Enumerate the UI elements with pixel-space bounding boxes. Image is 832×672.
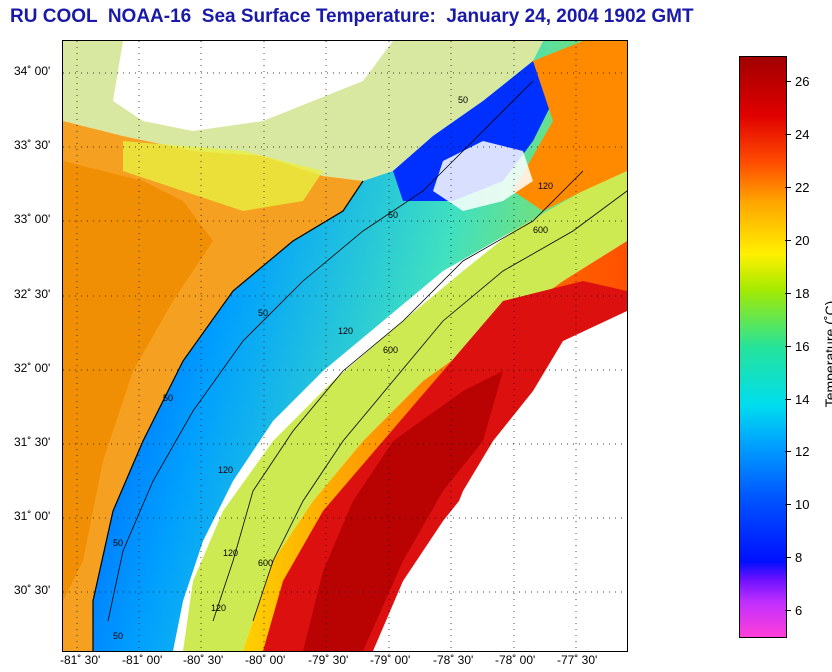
colorbar-label: 22 [795, 180, 810, 195]
colorbar-label: 14 [795, 392, 810, 407]
lon-label-79-30: -79˚ 30' [308, 653, 349, 667]
lon-label-78-30: -78˚ 30' [433, 653, 474, 667]
isobath-label: 600 [383, 345, 398, 355]
isobath-label: 50 [458, 95, 468, 105]
colorbar-tick [785, 399, 791, 400]
isobath-label: 120 [211, 603, 226, 613]
colorbar-tick [785, 134, 791, 135]
isobath-50 [107, 80, 534, 622]
midshelf-water [183, 161, 627, 651]
isobath-label: 50 [388, 210, 398, 220]
colorbar-tick [785, 610, 791, 611]
colorbar-label: 10 [795, 497, 810, 512]
colorbar-tick [785, 240, 791, 241]
colorbar-tick [785, 293, 791, 294]
lat-label-31-00: 31˚ 00' [14, 509, 51, 523]
lon-label-81-30: -81˚ 30' [60, 653, 101, 667]
isobath-label: 600 [533, 225, 548, 235]
isobath-label: 50 [113, 631, 123, 641]
colorbar-label: 16 [795, 339, 810, 354]
map-title: RU COOL NOAA-16 Sea Surface Temperature:… [10, 6, 694, 27]
lon-label-80-30: -80˚ 30' [183, 653, 224, 667]
sst-map-svg: 50 120 600 50 120 600 50 120 600 50 120 … [63, 41, 627, 651]
sst-map: 50 120 600 50 120 600 50 120 600 50 120 … [62, 40, 628, 652]
colorbar-tick [785, 81, 791, 82]
cold-bay [393, 61, 563, 201]
cloud-land-north [113, 41, 393, 131]
lat-label-31-30: 31˚ 30' [14, 435, 51, 449]
colorbar-label: 6 [795, 603, 803, 618]
lat-label-32-30: 32˚ 30' [14, 287, 51, 301]
lat-label-30-30: 30˚ 30' [14, 583, 51, 597]
colorbar-tick [785, 451, 791, 452]
colorbar-label: 20 [795, 233, 810, 248]
lon-label-77-30: -77˚ 30' [557, 653, 598, 667]
isobath-label: 120 [218, 465, 233, 475]
lon-label-78-00: -78˚ 00' [495, 653, 536, 667]
colorbar-label: 26 [795, 74, 810, 89]
lon-label-79-00: -79˚ 00' [370, 653, 411, 667]
colorbar-tick [785, 504, 791, 505]
cloud-north [433, 141, 533, 211]
colorbar-label: 24 [795, 127, 810, 142]
gulf-stream-core [303, 371, 503, 651]
isobath-600 [252, 190, 627, 622]
isobath-label: 50 [113, 538, 123, 548]
lon-label-80-00: -80˚ 00' [245, 653, 286, 667]
isobath-120 [212, 170, 584, 622]
cloud-offshore [403, 311, 627, 651]
colorbar-label: 8 [795, 550, 803, 565]
isobath-label: 120 [338, 326, 353, 336]
colorbar-tick [785, 346, 791, 347]
colorbar-tick [785, 557, 791, 558]
offshore-upper [513, 41, 627, 211]
lat-label-33-30: 33˚ 30' [14, 138, 51, 152]
colorbar-label: 12 [795, 444, 810, 459]
lat-label-34-00: 34˚ 00' [14, 64, 51, 78]
land-north-yellow [123, 141, 323, 211]
isobath-label: 120 [538, 181, 553, 191]
isobath-label: 600 [258, 558, 273, 568]
lat-label-32-00: 32˚ 00' [14, 361, 51, 375]
lat-label-33-00: 33˚ 00' [14, 212, 51, 226]
colorbar-label: 18 [795, 286, 810, 301]
temperature-colorbar [739, 56, 787, 638]
colorbar-title: Temperature (˚C) [822, 300, 832, 408]
isobath-label: 50 [163, 393, 173, 403]
graticule [63, 41, 627, 651]
land-highlands [63, 161, 213, 601]
isobath-label: 120 [223, 548, 238, 558]
isobath-label: 50 [258, 308, 268, 318]
colorbar-tick [785, 187, 791, 188]
lon-label-81-00: -81˚ 00' [122, 653, 163, 667]
